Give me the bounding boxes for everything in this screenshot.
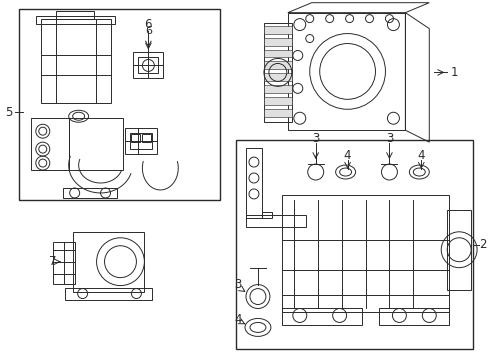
Text: 4: 4 xyxy=(417,149,424,162)
Text: 4: 4 xyxy=(343,149,351,162)
Bar xyxy=(62,188,117,198)
Bar xyxy=(245,215,305,227)
Bar xyxy=(264,37,291,45)
Bar xyxy=(281,195,448,312)
Bar xyxy=(56,11,93,19)
Bar xyxy=(287,13,405,130)
Bar xyxy=(264,97,291,105)
Bar xyxy=(264,26,291,33)
Bar xyxy=(379,307,448,325)
Bar xyxy=(264,109,291,117)
Bar xyxy=(36,15,115,24)
Bar xyxy=(125,128,157,154)
Text: 3: 3 xyxy=(234,278,241,291)
Text: 6: 6 xyxy=(144,26,152,36)
Text: 3: 3 xyxy=(385,132,392,145)
Bar xyxy=(131,134,140,142)
Bar xyxy=(264,50,291,58)
Bar xyxy=(68,118,123,170)
Bar xyxy=(133,53,163,78)
Text: 2: 2 xyxy=(478,238,486,251)
Text: 1: 1 xyxy=(449,66,457,79)
Bar xyxy=(19,9,220,200)
Bar xyxy=(264,73,291,81)
Bar xyxy=(262,212,271,218)
Text: 7: 7 xyxy=(49,255,57,268)
Bar xyxy=(264,23,291,122)
Bar xyxy=(447,210,470,289)
Bar xyxy=(73,232,144,292)
Text: 6: 6 xyxy=(144,18,152,31)
Text: 3: 3 xyxy=(311,132,319,145)
Bar xyxy=(138,58,158,73)
Bar xyxy=(245,148,262,218)
Text: 4: 4 xyxy=(234,313,241,326)
Bar xyxy=(281,307,361,325)
Bar xyxy=(64,288,152,300)
Text: 5: 5 xyxy=(5,106,13,119)
Bar xyxy=(53,242,75,284)
Bar xyxy=(142,134,151,142)
Bar xyxy=(236,140,472,349)
Bar xyxy=(41,19,110,103)
Bar xyxy=(264,85,291,93)
Bar xyxy=(264,62,291,69)
Bar xyxy=(31,118,68,170)
Bar xyxy=(130,133,152,149)
